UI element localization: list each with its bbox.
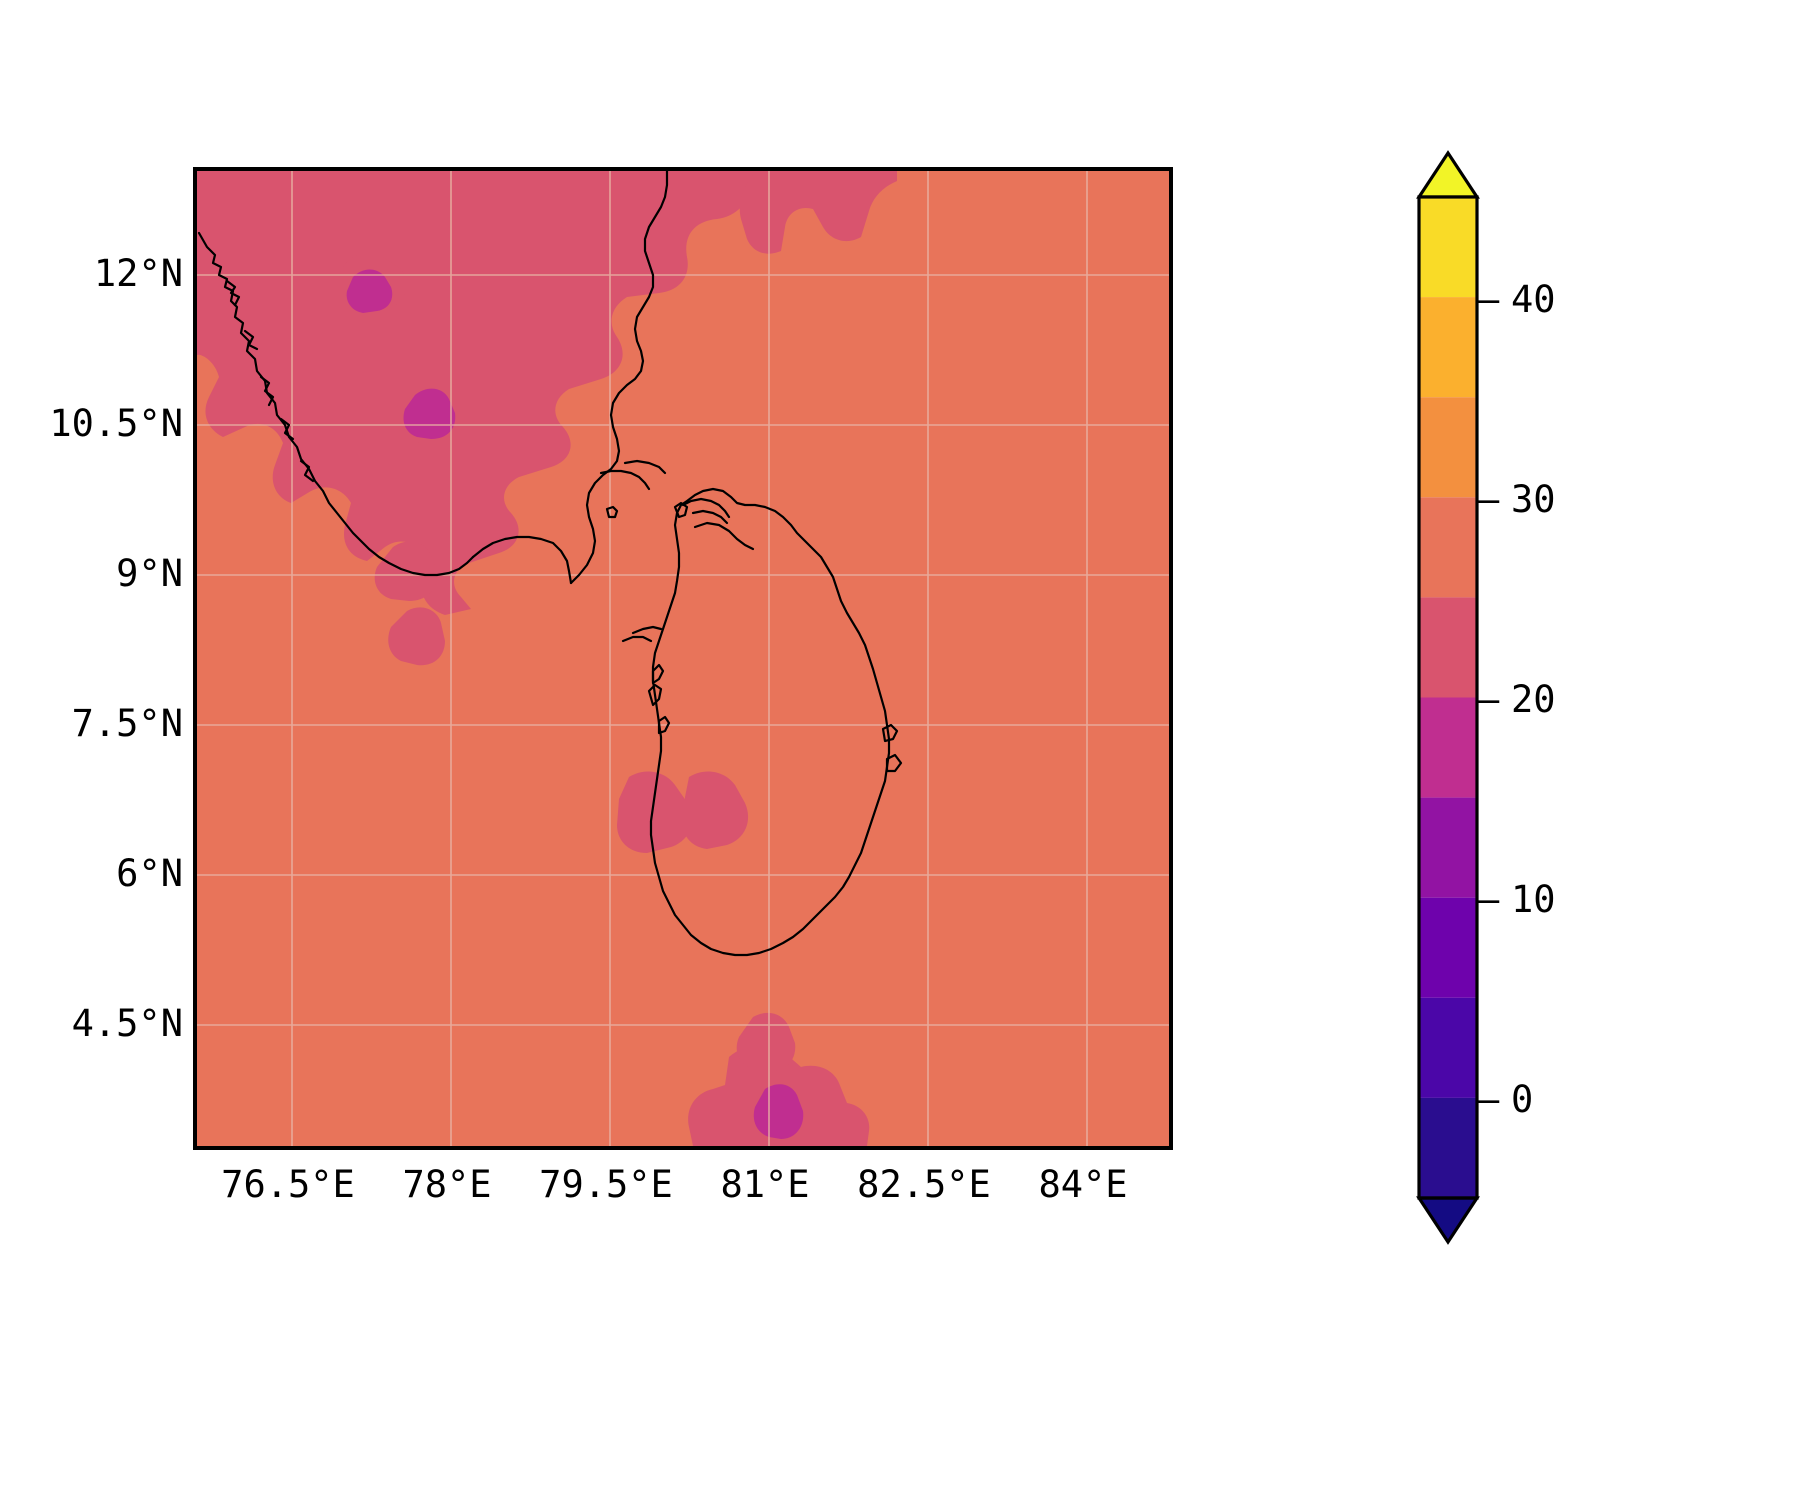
xtick-795e: 79.5°E (539, 1163, 673, 1206)
cbar-band-40-45 (1419, 197, 1477, 298)
ytick-9n: 9°N (116, 552, 183, 595)
xtick-765e: 76.5°E (221, 1163, 355, 1206)
cbtick-30: —30 (1477, 478, 1556, 521)
colorbar-outline (1417, 195, 1479, 1200)
cbtick-10: —10 (1477, 878, 1556, 921)
cbtick-40: —40 (1477, 278, 1556, 321)
map-temperature-contours (197, 171, 1169, 1146)
xtick-78e: 78°E (402, 1163, 492, 1206)
cbar-band-0-5 (1419, 997, 1477, 1098)
ytick-6n: 6°N (116, 852, 183, 895)
xtick-84e: 84°E (1038, 1163, 1128, 1206)
fill-15-20-region (346, 269, 804, 1139)
xtick-825e: 82.5°E (857, 1163, 991, 1206)
coastline-layer (197, 171, 903, 957)
colorbar-under-arrow (1416, 1196, 1480, 1245)
x-axis-labels: 76.5°E 78°E 79.5°E 81°E 82.5°E 84°E (193, 1163, 1173, 1223)
map-gridlines (197, 171, 1169, 1146)
xtick-81e: 81°E (720, 1163, 810, 1206)
ytick-45n: 4.5°N (71, 1002, 183, 1045)
cbtick-0: —0 (1477, 1078, 1534, 1121)
cbar-band-30-35 (1419, 397, 1477, 498)
ytick-105n: 10.5°N (49, 402, 183, 445)
ytick-12n: 12°N (93, 252, 183, 295)
colorbar[interactable] (1416, 150, 1480, 1245)
cbar-band-15-20 (1419, 697, 1477, 798)
ytick-75n: 7.5°N (71, 702, 183, 745)
cbar-band-5-10 (1419, 897, 1477, 998)
colorbar-over-arrow (1416, 150, 1480, 199)
cbar-band-20-25 (1419, 597, 1477, 698)
cbar-band-25-30 (1419, 497, 1477, 598)
y-axis-labels: 12°N 10.5°N 9°N 7.5°N 6°N 4.5°N (0, 167, 183, 1150)
map-axes-container[interactable] (193, 167, 1173, 1150)
colorbar-ticks: —40 —30 —20 —10 —0 (1477, 195, 1677, 1198)
cbar-band-35-40 (1419, 297, 1477, 398)
colorbar-svg (1416, 150, 1480, 1245)
cbtick-20: —20 (1477, 678, 1556, 721)
cbar-band-m5-0 (1419, 1097, 1477, 1198)
cbar-band-10-15 (1419, 797, 1477, 898)
